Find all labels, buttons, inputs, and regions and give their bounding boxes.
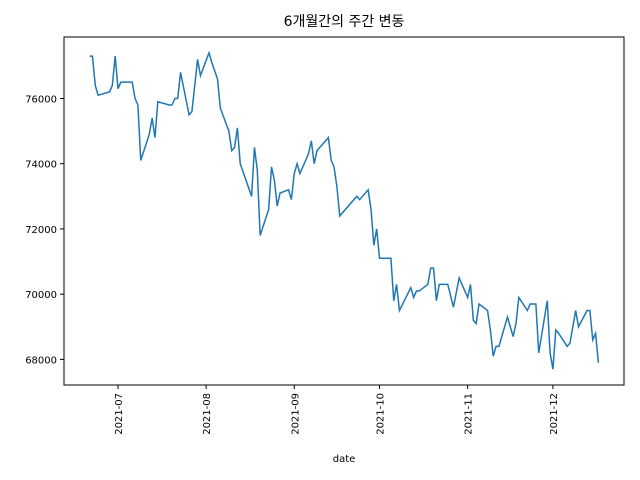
- y-tick-label: 76000: [25, 94, 57, 105]
- plot-frame: [63, 36, 625, 386]
- x-tick-label: 2021-09: [290, 393, 301, 435]
- x-axis-label: date: [333, 454, 356, 465]
- y-tick-label: 70000: [25, 290, 57, 301]
- x-tick-label: 2021-08: [202, 393, 213, 435]
- line-series: [89, 50, 600, 370]
- x-tick-label: 2021-07: [114, 393, 125, 435]
- x-tick-label: 2021-12: [549, 393, 560, 435]
- y-tick-label: 68000: [25, 355, 57, 366]
- x-tick-label: 2021-10: [376, 393, 387, 435]
- y-tick-label: 72000: [25, 225, 57, 236]
- chart-title: 6개월간의 주간 변동: [284, 14, 405, 30]
- y-tick-label: 74000: [25, 160, 57, 171]
- x-tick-label: 2021-11: [464, 393, 475, 435]
